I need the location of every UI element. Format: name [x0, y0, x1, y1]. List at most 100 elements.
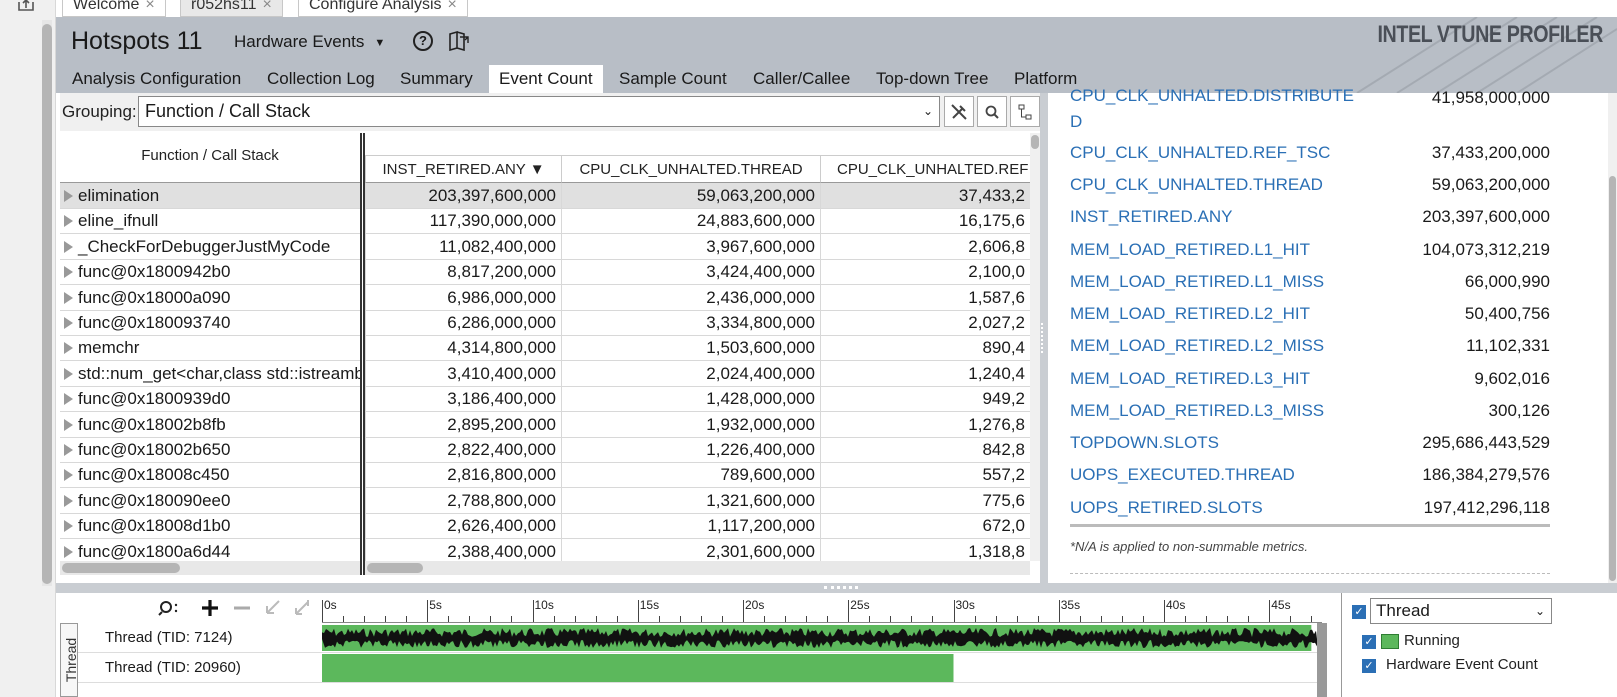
- expand-icon[interactable]: [64, 342, 73, 355]
- tab-summary[interactable]: Summary: [400, 69, 473, 88]
- thread-row-label[interactable]: Thread (TID: 20960): [78, 653, 322, 683]
- table-row[interactable]: func@0x18008c450 2,816,800,000 789,600,000…: [60, 462, 1030, 489]
- doc-tab-welcome[interactable]: Welcome ×: [62, 0, 166, 17]
- left-scrollbar-thumb[interactable]: [42, 24, 52, 584]
- tab-caller-callee[interactable]: Caller/Callee: [753, 69, 851, 88]
- expand-icon[interactable]: [64, 317, 73, 329]
- column-splitter[interactable]: [360, 133, 365, 575]
- customize-grouping-button[interactable]: [944, 96, 974, 127]
- expand-icon[interactable]: [64, 190, 73, 202]
- expand-icon[interactable]: [64, 418, 73, 431]
- values-hscrollbar[interactable]: [365, 561, 1030, 575]
- table-row[interactable]: func@0x180093740 6,286,000,000 3,334,800,0…: [60, 310, 1030, 336]
- thread-track[interactable]: [322, 623, 1317, 653]
- grid-vscrollbar[interactable]: [1030, 133, 1040, 561]
- close-icon[interactable]: ×: [145, 0, 155, 13]
- metric-link[interactable]: MEM_LOAD_RETIRED.L3_HIT: [1070, 369, 1310, 388]
- column-header-function[interactable]: Function / Call Stack: [60, 133, 360, 183]
- expand-icon[interactable]: [64, 545, 73, 558]
- running-checkbox[interactable]: ✓: [1362, 635, 1376, 649]
- table-row[interactable]: std::num_get<char,class std::istreambuf_…: [60, 360, 1030, 387]
- thread-track[interactable]: [322, 653, 1317, 683]
- tab-event-count[interactable]: Event Count: [489, 65, 603, 93]
- expand-icon[interactable]: [64, 291, 73, 304]
- scrollbar-thumb[interactable]: [62, 563, 180, 573]
- metric-link[interactable]: MEM_LOAD_RETIRED.L1_HIT: [1070, 240, 1310, 259]
- metric-link[interactable]: MEM_LOAD_RETIRED.L3_MISS: [1070, 401, 1325, 420]
- close-icon[interactable]: ×: [447, 0, 457, 13]
- metric-link[interactable]: MEM_LOAD_RETIRED.L2_HIT: [1070, 304, 1310, 323]
- metric-link[interactable]: TOPDOWN.SLOTS: [1070, 433, 1219, 452]
- table-row[interactable]: func@0x180090ee0 2,788,800,000 1,321,600,0…: [60, 487, 1030, 514]
- help-icon[interactable]: ?: [413, 31, 433, 51]
- expand-icon[interactable]: [64, 520, 73, 533]
- call-stack-button[interactable]: [1010, 96, 1040, 127]
- table-row[interactable]: func@0x18002b8fb 2,895,200,000 1,932,000,0…: [60, 411, 1030, 438]
- scrollbar-thumb[interactable]: [1609, 176, 1616, 581]
- zoom-out-icon[interactable]: [232, 598, 252, 618]
- scrollbar-thumb[interactable]: [1031, 135, 1039, 149]
- viewpoint-selector[interactable]: Hardware Events ▼: [234, 32, 385, 52]
- column-header-inst-retired[interactable]: INST_RETIRED.ANY ▼: [365, 155, 561, 183]
- metric-link[interactable]: CPU_CLK_UNHALTED.REF_TSC: [1070, 143, 1331, 162]
- tick-label: 30s: [955, 598, 975, 612]
- metric-link[interactable]: UOPS_EXECUTED.THREAD: [1070, 465, 1295, 484]
- table-row[interactable]: elimination 203,397,600,000 59,063,200,000…: [60, 183, 1030, 209]
- doc-tab-configure[interactable]: Configure Analysis ×: [298, 0, 468, 17]
- search-button[interactable]: [977, 96, 1007, 127]
- metric-link[interactable]: INST_RETIRED.ANY: [1070, 207, 1233, 226]
- table-row[interactable]: func@0x18000a090 6,986,000,000 2,436,000,0…: [60, 284, 1030, 311]
- metric-link[interactable]: CPU_CLK_UNHALTED.THREAD: [1070, 175, 1323, 194]
- tab-platform[interactable]: Platform: [1014, 69, 1078, 88]
- value-cell: 59,063,200,000: [561, 183, 820, 208]
- table-row[interactable]: func@0x18002b650 2,822,400,000 1,226,400,0…: [60, 437, 1030, 463]
- left-scrollbar[interactable]: [42, 20, 52, 586]
- metric-link-wrap[interactable]: D: [1070, 112, 1083, 131]
- vertical-splitter[interactable]: [1040, 93, 1048, 583]
- time-ruler[interactable]: 0s 5s 10s 15s 20s 25s 30s 35s 40s 45s: [322, 593, 1322, 623]
- expand-icon[interactable]: [64, 240, 73, 253]
- tab-sample-count[interactable]: Sample Count: [619, 69, 727, 88]
- table-row[interactable]: eline_ifnull 117,390,000,000 24,883,600,00…: [60, 208, 1030, 235]
- table-row[interactable]: func@0x1800a6d44 2,388,400,000 2,301,600,0…: [60, 538, 1030, 564]
- table-row[interactable]: memchr 4,314,800,000 1,503,600,000 890,4: [60, 335, 1030, 362]
- scrollbar-thumb[interactable]: [367, 563, 423, 573]
- metric-link[interactable]: CPU_CLK_UNHALTED.DISTRIBUTE: [1070, 86, 1355, 105]
- documentation-icon[interactable]: [448, 31, 470, 51]
- expand-icon[interactable]: [64, 494, 73, 507]
- tab-top-down-tree[interactable]: Top-down Tree: [876, 69, 989, 88]
- expand-icon[interactable]: [64, 266, 73, 279]
- function-hscrollbar[interactable]: [60, 561, 360, 575]
- metric-link[interactable]: UOPS_RETIRED.SLOTS: [1070, 498, 1263, 517]
- expand-icon[interactable]: [64, 444, 73, 456]
- close-icon[interactable]: ×: [262, 0, 272, 13]
- column-header-cpu-clk-ref[interactable]: CPU_CLK_UNHALTED.REF: [820, 155, 1030, 183]
- tab-analysis-configuration[interactable]: Analysis Configuration: [72, 69, 242, 88]
- export-icon[interactable]: [16, 0, 36, 12]
- expand-icon[interactable]: [64, 215, 73, 228]
- expand-icon[interactable]: [64, 393, 73, 406]
- zoom-in-icon[interactable]: [200, 598, 220, 618]
- horizontal-splitter[interactable]: [56, 583, 1617, 593]
- column-header-cpu-clk-thread[interactable]: CPU_CLK_UNHALTED.THREAD: [561, 155, 820, 183]
- thread-checkbox[interactable]: ✓: [1352, 605, 1366, 619]
- expand-icon[interactable]: [64, 367, 73, 380]
- tab-collection-log[interactable]: Collection Log: [267, 69, 375, 88]
- table-row[interactable]: _CheckForDebuggerJustMyCode 11,082,400,00…: [60, 233, 1030, 260]
- table-row[interactable]: func@0x1800939d0 3,186,400,000 1,428,000,0…: [60, 386, 1030, 413]
- reset-zoom-icon[interactable]: [294, 598, 312, 616]
- grouping-select[interactable]: Function / Call Stack ⌄: [138, 96, 940, 127]
- timeline-vscrollbar[interactable]: [1317, 623, 1327, 697]
- metric-link[interactable]: MEM_LOAD_RETIRED.L1_MISS: [1070, 272, 1325, 291]
- summary-vscrollbar[interactable]: [1608, 93, 1617, 583]
- table-row[interactable]: func@0x18008d1b0 2,626,400,000 1,117,200,0…: [60, 513, 1030, 540]
- zoom-search-icon[interactable]: [158, 599, 178, 617]
- thread-row-label[interactable]: Thread (TID: 7124): [78, 623, 322, 653]
- table-row[interactable]: func@0x1800942b0 8,817,200,000 3,424,400,0…: [60, 259, 1030, 286]
- hw-event-checkbox[interactable]: ✓: [1362, 659, 1376, 673]
- undo-zoom-icon[interactable]: [264, 598, 282, 616]
- band-select[interactable]: Thread ⌄: [1370, 598, 1552, 624]
- metric-link[interactable]: MEM_LOAD_RETIRED.L2_MISS: [1070, 336, 1325, 355]
- expand-icon[interactable]: [64, 469, 73, 482]
- doc-tab-result[interactable]: r052hs11 ×: [180, 0, 283, 17]
